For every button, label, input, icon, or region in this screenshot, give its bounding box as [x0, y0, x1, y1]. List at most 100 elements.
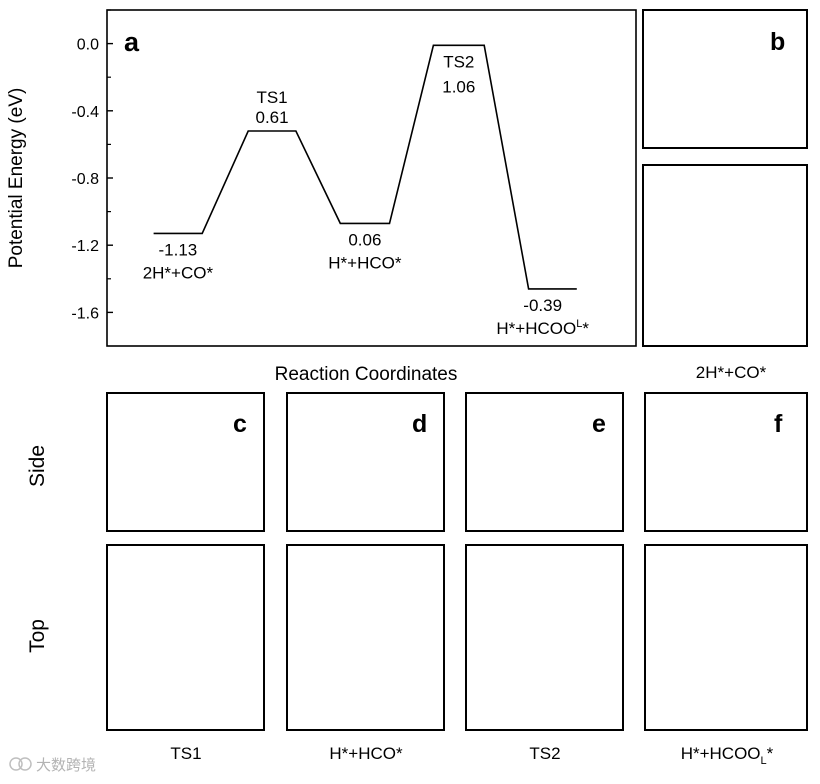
bond: [645, 567, 646, 568]
panel-f-side: [644, 392, 808, 532]
atom: [264, 612, 282, 630]
panel-b-side: [642, 9, 808, 149]
panel-b-top: [619, 161, 808, 347]
watermark-logo-icon-2: [18, 757, 32, 771]
level-name-label: 2H*+CO*: [143, 263, 214, 282]
y-tick-label: -1.6: [71, 305, 99, 322]
bond: [645, 603, 646, 604]
bond: [466, 674, 467, 676]
atom: [84, 541, 102, 559]
atom: [443, 683, 461, 701]
panel-c-top-frame: [106, 544, 265, 731]
level-name-label: TS2: [443, 52, 474, 71]
caption-d: H*+HCO*: [329, 744, 403, 763]
panel-b-side-frame: [642, 9, 808, 149]
bond: [621, 490, 623, 498]
panel-e-side-frame: [465, 392, 624, 532]
atom: [619, 161, 637, 179]
atom: [619, 231, 637, 249]
panel-b-top-frame: [642, 164, 808, 347]
panel-d-side-frame: [286, 392, 445, 532]
bond: [466, 567, 467, 569]
bond: [107, 638, 108, 640]
panel-label-a: a: [124, 27, 140, 57]
bond: [262, 490, 264, 498]
level-name-label: H*+HCOOL*: [496, 318, 589, 338]
panel-c-side-frame: [106, 392, 265, 532]
panel-e-side: [465, 392, 624, 532]
bond: [107, 602, 108, 604]
level-value-label: 0.61: [256, 108, 289, 127]
caption-e: TS2: [529, 744, 560, 763]
panel-label-c: c: [233, 410, 247, 438]
bond: [107, 674, 108, 676]
panel-f-top-frame: [644, 544, 808, 731]
panel-label-b: b: [770, 28, 785, 56]
bond: [287, 674, 288, 676]
y-tick-label: -1.2: [71, 238, 99, 255]
panel-c-side: [106, 392, 265, 532]
level-name-label: TS1: [256, 88, 287, 107]
bond: [466, 602, 467, 604]
panel-c-top: [84, 541, 265, 731]
watermark-text: 大数跨境: [36, 756, 96, 774]
caption-c: TS1: [170, 744, 201, 763]
watermark: 大数跨境: [9, 756, 96, 774]
y-axis-label: Potential Energy (eV): [6, 88, 27, 269]
caption-f: H*+HCOOL*: [681, 744, 774, 767]
bond: [107, 567, 108, 569]
panel-label-f: f: [774, 410, 783, 438]
atom: [443, 612, 461, 630]
energy-profile-line: [153, 44, 577, 290]
level-value-label: 0.06: [348, 230, 381, 249]
bond: [287, 709, 288, 711]
level-value-label: 1.06: [442, 77, 475, 96]
bond: [643, 256, 644, 258]
bond: [643, 222, 644, 223]
bond: [805, 107, 807, 116]
bond: [107, 709, 108, 711]
bond: [287, 602, 288, 604]
atom: [264, 683, 282, 701]
panel-d-top: [264, 541, 445, 731]
structure-panels: [84, 9, 808, 731]
atom: [619, 300, 637, 318]
level-name-label: H*+HCO*: [328, 253, 402, 272]
level-value-label: -0.39: [523, 296, 562, 315]
watermark-logo-icon: [9, 757, 23, 771]
bond: [466, 638, 467, 640]
panel-f-side-frame: [644, 392, 808, 532]
bond: [287, 567, 288, 569]
atom: [84, 612, 102, 630]
y-tick-label: 0.0: [77, 37, 99, 54]
atom: [84, 683, 102, 701]
bond: [645, 638, 646, 640]
bond: [442, 490, 444, 498]
bond: [805, 490, 807, 499]
bond: [643, 291, 644, 292]
panel-e-top-frame: [465, 544, 624, 731]
panel-label-d: d: [412, 410, 427, 438]
y-axis: 0.0 -0.4 -0.8 -1.2 -1.6: [71, 9, 113, 322]
level-value-label: -1.13: [159, 240, 198, 259]
bond: [645, 709, 646, 711]
y-tick-label: -0.8: [71, 171, 99, 188]
row-label-side: Side: [26, 445, 49, 487]
panel-e-top: [443, 541, 624, 731]
panel-f-top: [644, 544, 808, 731]
row-label-top: Top: [26, 619, 49, 653]
caption-b: 2H*+CO*: [696, 363, 767, 382]
atom: [443, 541, 461, 559]
x-axis-label: Reaction Coordinates: [275, 364, 458, 385]
y-tick-label: -0.4: [71, 104, 99, 121]
atom: [264, 541, 282, 559]
panel-label-e: e: [592, 410, 606, 438]
bond: [645, 674, 646, 675]
panel-d-side: [286, 392, 445, 532]
panel-d-top-frame: [286, 544, 445, 731]
bond: [643, 326, 644, 327]
bond: [643, 187, 644, 188]
